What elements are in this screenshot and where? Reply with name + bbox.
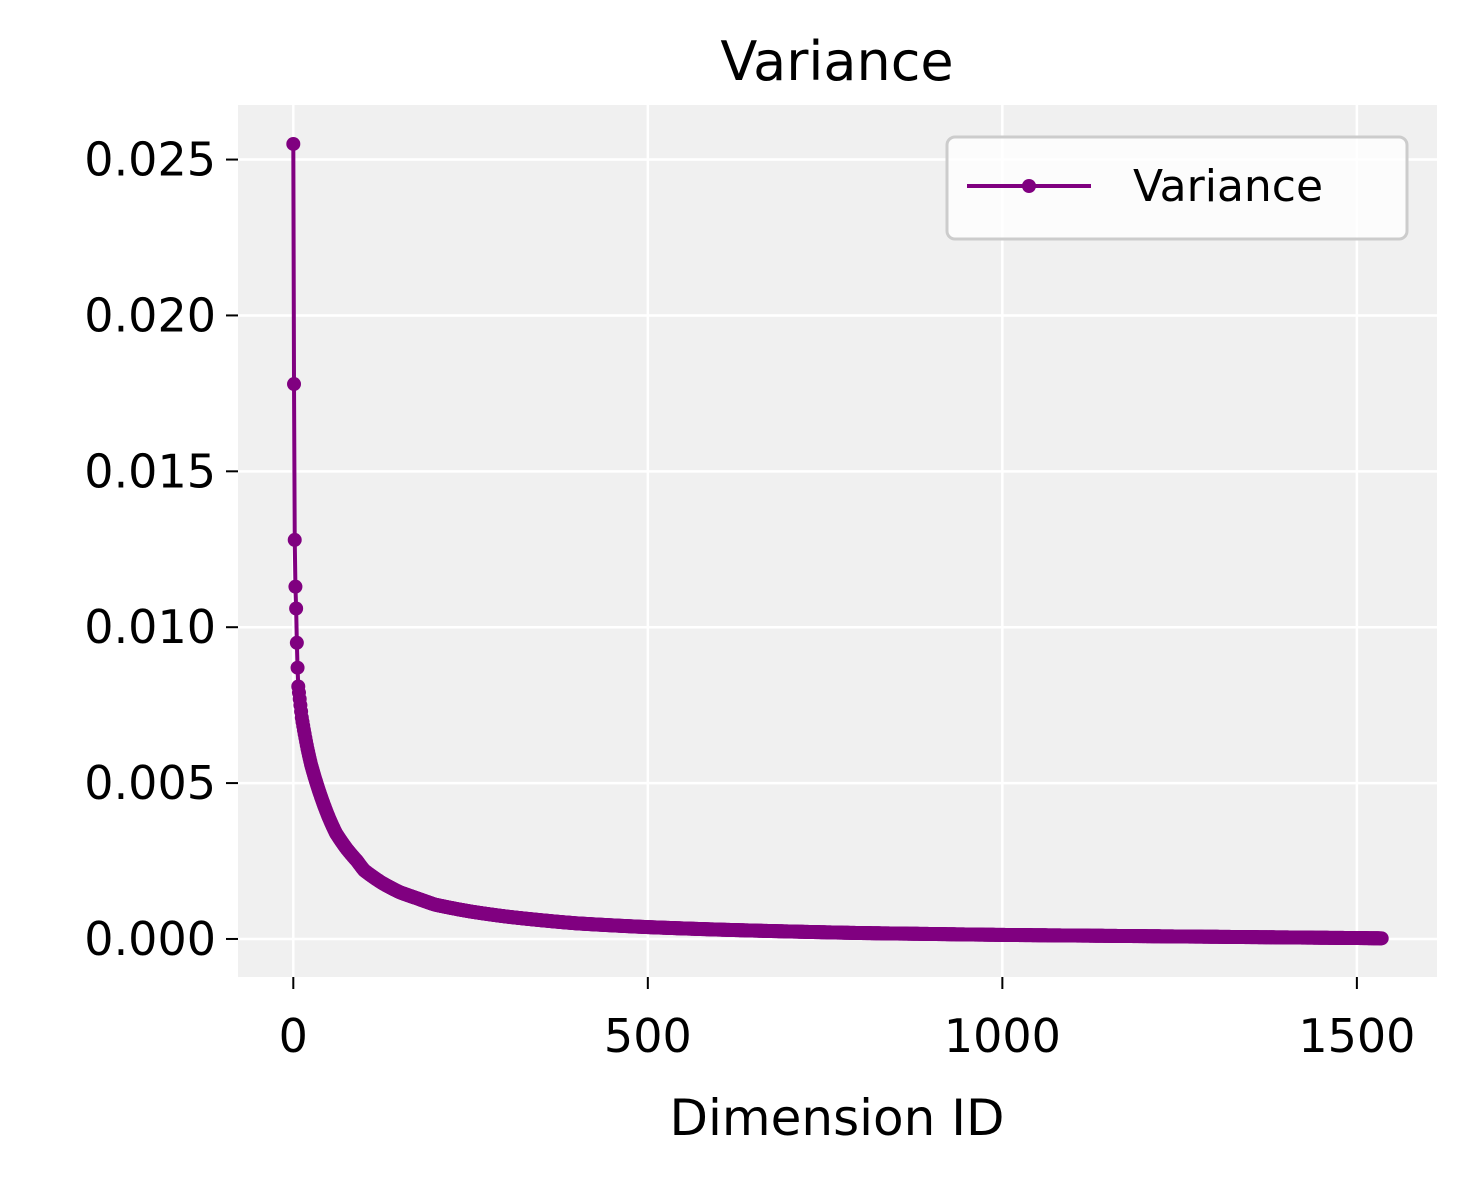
y-tick-label: 0.015 xyxy=(84,444,216,498)
y-tick-label: 0.005 xyxy=(84,756,216,810)
legend-marker-variance xyxy=(1022,179,1036,193)
data-point xyxy=(287,377,302,392)
data-point xyxy=(289,635,304,650)
x-tick-label: 1000 xyxy=(944,1009,1061,1063)
x-tick-label: 0 xyxy=(279,1009,308,1063)
chart-title: Variance xyxy=(720,30,953,93)
data-point xyxy=(290,660,305,675)
data-point xyxy=(286,136,301,151)
data-point xyxy=(289,601,304,616)
y-tick-label: 0.020 xyxy=(84,288,216,342)
y-tick-label: 0.010 xyxy=(84,600,216,654)
x-tick-label: 500 xyxy=(604,1009,692,1063)
data-point xyxy=(287,532,302,547)
plot-background xyxy=(238,105,1437,977)
y-tick-label: 0.025 xyxy=(84,133,216,187)
legend-box xyxy=(945,135,1409,241)
axis-ticks: 0 500 1000 1500 0.000 0.005 0.010 0.015 0.020 0.0… xyxy=(84,133,1415,1063)
y-tick-label: 0.000 xyxy=(84,912,216,966)
x-axis-label: Dimension ID xyxy=(670,1089,1005,1147)
series-group xyxy=(286,136,1389,946)
x-tick-label: 1500 xyxy=(1298,1009,1415,1063)
data-point xyxy=(288,579,303,594)
legend-label-variance: Variance xyxy=(1133,161,1323,212)
legend: Variance xyxy=(945,135,1409,241)
data-point xyxy=(1374,931,1389,946)
